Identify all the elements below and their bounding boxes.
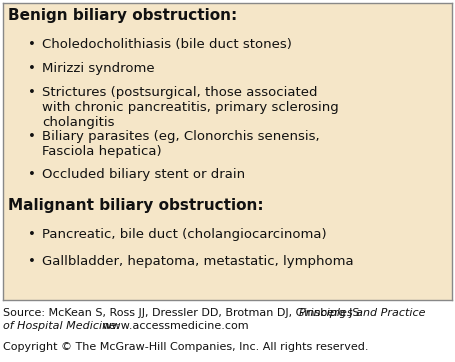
Text: Benign biliary obstruction:: Benign biliary obstruction:: [8, 8, 237, 23]
Text: •: •: [28, 255, 36, 268]
Text: Malignant biliary obstruction:: Malignant biliary obstruction:: [8, 198, 263, 213]
Text: Pancreatic, bile duct (cholangiocarcinoma): Pancreatic, bile duct (cholangiocarcinom…: [42, 228, 327, 241]
Text: Copyright © The McGraw-Hill Companies, Inc. All rights reserved.: Copyright © The McGraw-Hill Companies, I…: [3, 342, 369, 352]
Text: Biliary parasites (eg, Clonorchis senensis,
Fasciola hepatica): Biliary parasites (eg, Clonorchis senens…: [42, 130, 319, 158]
Text: •: •: [28, 62, 36, 75]
Text: •: •: [28, 130, 36, 143]
Text: •: •: [28, 228, 36, 241]
Text: Strictures (postsurgical, those associated
with chronic pancreatitis, primary sc: Strictures (postsurgical, those associat…: [42, 86, 339, 129]
Text: Source: McKean S, Ross JJ, Dressler DD, Brotman DJ, Ginsberg JS:: Source: McKean S, Ross JJ, Dressler DD, …: [3, 308, 367, 318]
Text: Mirizzi syndrome: Mirizzi syndrome: [42, 62, 155, 75]
Text: Gallbladder, hepatoma, metastatic, lymphoma: Gallbladder, hepatoma, metastatic, lymph…: [42, 255, 354, 268]
Text: •: •: [28, 86, 36, 99]
Text: •: •: [28, 168, 36, 181]
Text: Principles and Practice: Principles and Practice: [299, 308, 425, 318]
Text: www.accessmedicine.com: www.accessmedicine.com: [99, 321, 248, 331]
Text: Occluded biliary stent or drain: Occluded biliary stent or drain: [42, 168, 245, 181]
Text: Choledocholithiasis (bile duct stones): Choledocholithiasis (bile duct stones): [42, 38, 292, 51]
Text: •: •: [28, 38, 36, 51]
Text: of Hospital Medicine:: of Hospital Medicine:: [3, 321, 120, 331]
